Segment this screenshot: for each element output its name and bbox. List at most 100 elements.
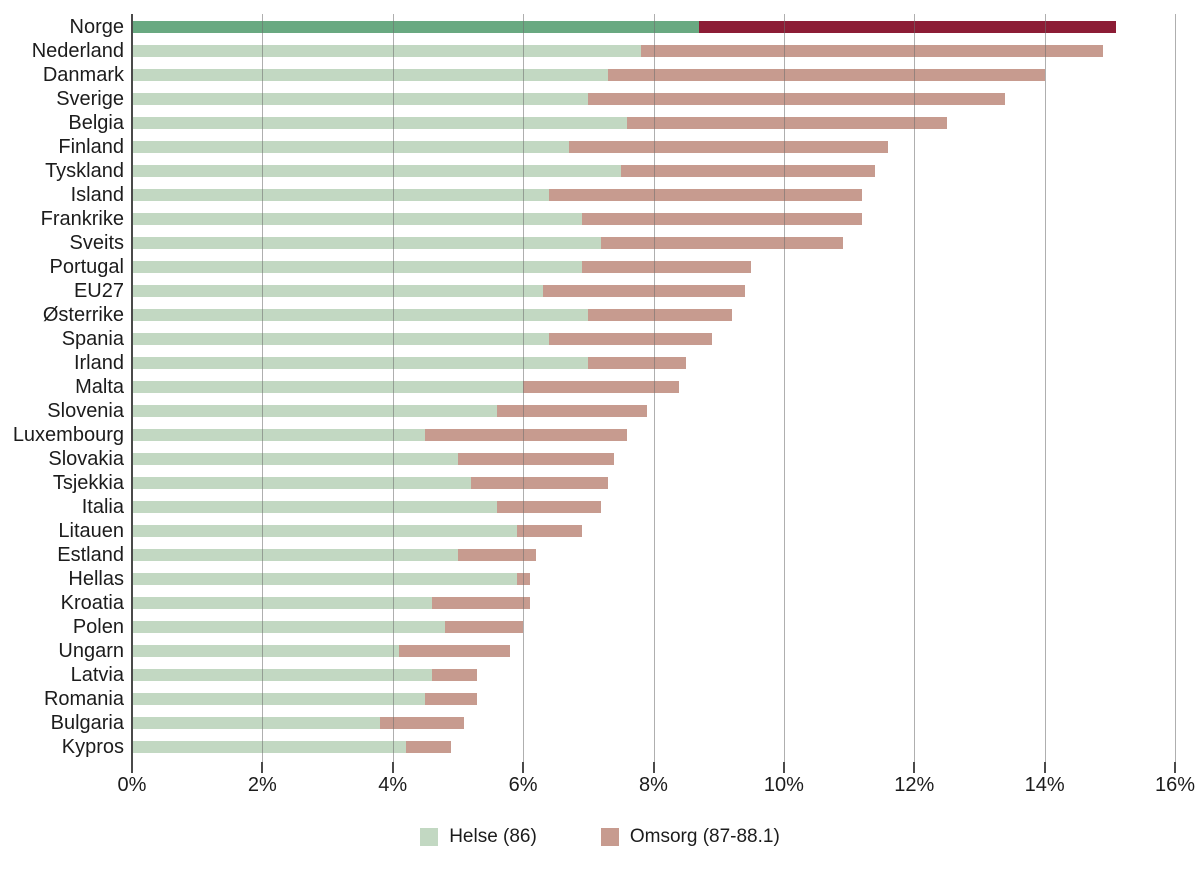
helse-bar-segment [132, 645, 400, 657]
bar-track [132, 501, 602, 513]
omsorg-bar-segment [516, 573, 530, 585]
x-axis-tick [261, 762, 264, 773]
bar-row: Norge [0, 15, 1200, 39]
bar-row: Sveits [0, 231, 1200, 255]
helse-bar-segment [132, 525, 517, 537]
bar-row: Irland [0, 351, 1200, 375]
bar-track [132, 429, 628, 441]
bar-row: Island [0, 183, 1200, 207]
omsorg-bar-segment [405, 741, 452, 753]
bar-track [132, 549, 537, 561]
omsorg-bar-segment [431, 669, 478, 681]
omsorg-bar-segment [588, 93, 1006, 105]
helse-bar-segment [132, 477, 471, 489]
helse-bar-segment [132, 405, 497, 417]
omsorg-bar-segment [457, 549, 537, 561]
x-axis-tick [131, 762, 133, 773]
omsorg-bar-segment [444, 621, 524, 633]
x-axis-tick-label: 0% [117, 774, 147, 796]
bar-track [132, 597, 530, 609]
gridline [914, 14, 916, 764]
category-label: Italia [81, 496, 124, 518]
category-label: Belgia [68, 112, 124, 134]
omsorg-bar-segment [425, 693, 478, 705]
bar-track [132, 621, 524, 633]
x-axis-tick [522, 762, 525, 773]
omsorg-bar-segment [399, 645, 511, 657]
helse-bar-segment [132, 117, 628, 129]
y-axis-line [131, 14, 133, 764]
omsorg-bar-segment [627, 117, 947, 129]
bar-track [132, 525, 582, 537]
bar-track [132, 69, 1045, 81]
gridline [783, 14, 785, 764]
helse-bar-segment [132, 333, 550, 345]
category-label: Spania [61, 328, 124, 350]
bar-row: Latvia [0, 663, 1200, 687]
omsorg-bar-segment [497, 501, 602, 513]
bar-track [132, 93, 1006, 105]
category-label: Sverige [56, 88, 124, 110]
omsorg-bar-segment [549, 189, 863, 201]
category-label: Hellas [68, 568, 124, 590]
bar-row: Frankrike [0, 207, 1200, 231]
bar-track [132, 117, 947, 129]
bar-track [132, 285, 745, 297]
category-label: Luxembourg [12, 424, 124, 446]
bar-row: Portugal [0, 255, 1200, 279]
bar-track [132, 45, 1104, 57]
bar-row: Litauen [0, 519, 1200, 543]
bar-row: Tsjekkia [0, 471, 1200, 495]
category-label: Kypros [61, 736, 124, 758]
helse-bar-segment [132, 717, 380, 729]
bar-row: Østerrike [0, 303, 1200, 327]
category-label: Tyskland [45, 160, 124, 182]
omsorg-bar-segment [620, 165, 876, 177]
bar-track [132, 165, 876, 177]
bar-row: Spania [0, 327, 1200, 351]
bar-track [132, 741, 452, 753]
helse-bar-segment [132, 21, 700, 33]
bar-row: Hellas [0, 567, 1200, 591]
category-label: Sveits [69, 232, 124, 254]
gridline [653, 14, 655, 764]
x-axis-tick-label: 8% [639, 774, 668, 796]
category-label: Slovakia [48, 448, 124, 470]
omsorg-bar-segment [607, 69, 1045, 81]
category-label: Polen [72, 616, 124, 638]
bar-row: Kroatia [0, 591, 1200, 615]
bar-row: Belgia [0, 111, 1200, 135]
helse-bar-segment [132, 693, 426, 705]
legend-label: Helse (86) [449, 826, 537, 847]
category-label: Malta [75, 376, 124, 398]
category-label: Ungarn [58, 640, 124, 662]
category-label: Frankrike [40, 208, 124, 230]
x-axis-tick-label: 12% [894, 774, 935, 796]
bar-row: Danmark [0, 63, 1200, 87]
helse-bar-segment [132, 381, 524, 393]
helse-bar-segment [132, 621, 445, 633]
bar-track [132, 645, 511, 657]
gridline [1044, 14, 1046, 764]
helse-bar-segment [132, 285, 543, 297]
bar-row: Romania [0, 687, 1200, 711]
category-label: Østerrike [42, 304, 124, 326]
category-label: Finland [58, 136, 124, 158]
bar-track [132, 573, 530, 585]
category-label: EU27 [73, 280, 124, 302]
bar-row: Luxembourg [0, 423, 1200, 447]
x-axis-tick-label: 14% [1024, 774, 1065, 796]
legend-swatch-icon [600, 828, 619, 846]
x-axis-tick [391, 762, 394, 773]
helse-bar-segment [132, 189, 550, 201]
bar-row: Slovenia [0, 399, 1200, 423]
bar-track [132, 477, 608, 489]
helse-bar-segment [132, 669, 432, 681]
omsorg-bar-segment [601, 237, 843, 249]
x-axis-tick-label: 6% [508, 774, 538, 796]
bar-track [132, 669, 478, 681]
omsorg-bar-segment [379, 717, 465, 729]
bar-track [132, 213, 863, 225]
bar-track [132, 261, 752, 273]
